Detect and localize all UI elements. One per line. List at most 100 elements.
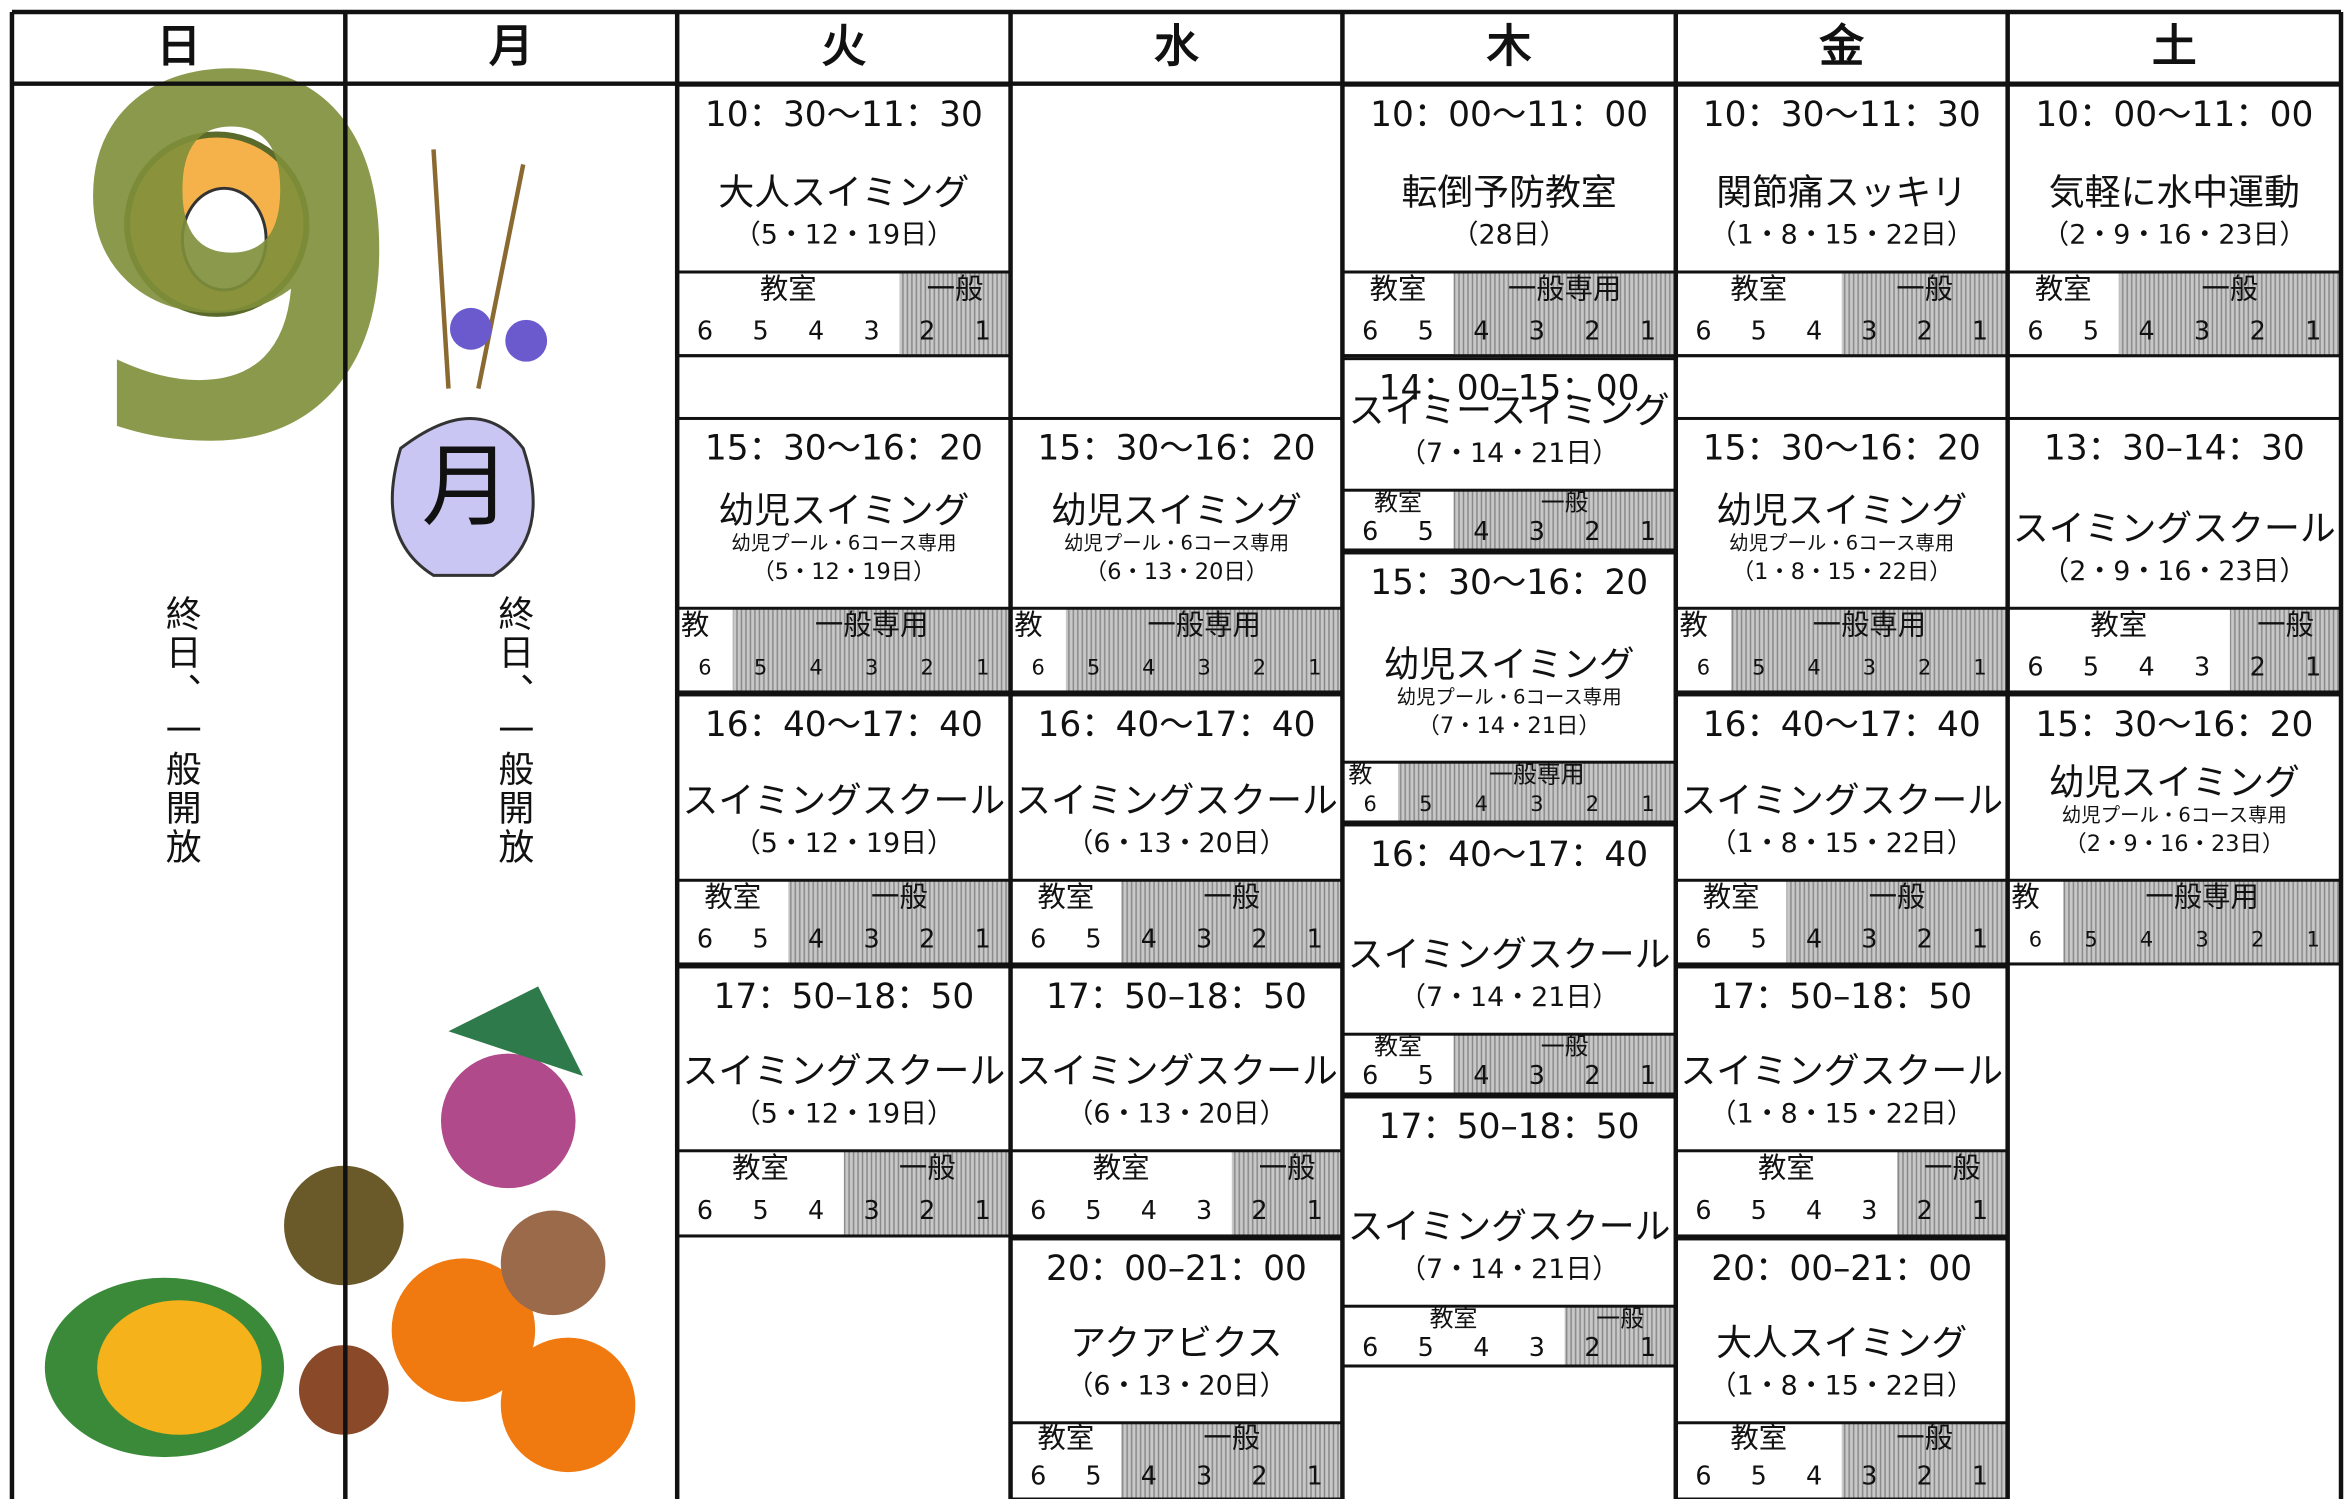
session-title: スイミングスクール (682, 1051, 1005, 1092)
session-dates: （5・12・19日） (752, 559, 935, 585)
lane-shade (1453, 490, 1676, 550)
lane-label: 教室 (1703, 881, 1760, 914)
lane-number: 4 (1142, 656, 1155, 680)
lane-label: 教室 (1037, 1422, 1094, 1455)
lane-number: 3 (1861, 1195, 1877, 1225)
lane-number: 4 (808, 315, 824, 345)
lane-label: 教室 (1730, 272, 1787, 305)
session-title: スイミングスクール (1348, 934, 1671, 975)
lane-number: 3 (1529, 315, 1545, 345)
lane-number: 6 (1364, 792, 1377, 816)
session-subtitle: 幼児プール・6コース専用 (1729, 532, 1954, 555)
lane-label: 一般 (899, 1152, 956, 1185)
lane-number: 4 (1806, 924, 1822, 954)
lane-number: 4 (2138, 315, 2154, 345)
session-time: 16：40～17：40 (705, 705, 983, 745)
lane-number: 5 (1085, 1195, 1101, 1225)
lane-shade (1065, 608, 1343, 692)
lane-number: 2 (1584, 1060, 1600, 1090)
session-dates: （5・12・19日） (734, 220, 954, 251)
session-dates: （5・12・19日） (734, 828, 954, 859)
lane-number: 5 (2083, 652, 2099, 682)
lane-label: 教室 (1093, 1152, 1150, 1185)
lane-number: 2 (2250, 315, 2266, 345)
lane-label: 教 (681, 609, 709, 642)
lane-number: 1 (1640, 1060, 1656, 1090)
month-number: 9 (68, 0, 411, 551)
lane-label: 教室 (732, 1152, 789, 1185)
lane-label: 一般 (2202, 272, 2259, 305)
lane-label: 一般 (2257, 609, 2314, 642)
session-time: 14：00–15：00 (1379, 369, 1640, 409)
lane-number: 6 (1362, 1332, 1378, 1362)
session-dates: （7・14・21日） (1399, 1254, 1619, 1285)
lane-number: 2 (919, 1195, 935, 1225)
lane-number: 5 (752, 315, 768, 345)
lane-label: 一般 (1896, 1422, 1953, 1455)
lane-number: 1 (976, 656, 989, 680)
lane-number: 4 (1806, 1461, 1822, 1491)
session-time: 15：30～16：20 (1703, 428, 1981, 468)
session-time: 10：30～11：30 (705, 95, 983, 135)
session-time: 10：00～11：00 (2035, 95, 2313, 135)
session-dates: （28日） (1452, 220, 1567, 251)
session-time: 17：50–18：50 (1046, 977, 1307, 1017)
lane-number: 3 (2194, 652, 2210, 682)
lane-number: 3 (1196, 1461, 1212, 1491)
lane-number: 1 (2307, 928, 2320, 952)
day-header: 月 (489, 19, 534, 72)
lane-number: 4 (1473, 1332, 1489, 1362)
lane-label: 一般 (1541, 488, 1589, 516)
lane-number: 3 (1529, 516, 1545, 546)
lane-label: 教室 (1370, 272, 1427, 305)
lane-label: 一般専用 (815, 609, 929, 642)
lane-number: 5 (1751, 315, 1767, 345)
session-time: 15：30～16：20 (705, 428, 983, 468)
lane-number: 6 (1030, 1195, 1046, 1225)
session-block (1674, 965, 2010, 1238)
lane-number: 1 (975, 1195, 991, 1225)
lane-label: 教室 (1758, 1152, 1815, 1185)
lane-number: 6 (697, 924, 713, 954)
session-dates: （7・14・21日） (1399, 982, 1619, 1013)
session-dates: （1・8・15・22日） (1732, 559, 1952, 585)
lane-shade (2118, 272, 2342, 356)
lane-shade (899, 272, 1011, 356)
lane-shade (1731, 608, 2008, 692)
lane-number: 6 (1362, 516, 1378, 546)
lane-number: 1 (1972, 315, 1988, 345)
session-dates: （5・12・19日） (734, 1098, 954, 1129)
session-time: 16：40～17：40 (1037, 705, 1315, 745)
lane-number: 3 (1863, 656, 1876, 680)
lane-label: 一般専用 (1508, 272, 1622, 305)
lane-number: 4 (1806, 1195, 1822, 1225)
session-title: 大人スイミング (1716, 1323, 1967, 1364)
lane-shade (1841, 1422, 2008, 1499)
lane-number: 2 (919, 924, 935, 954)
lane-number: 4 (1141, 924, 1157, 954)
lane-label: 教室 (760, 272, 817, 305)
lane-shade (1564, 1306, 1676, 1366)
session-time: 15：30～16：20 (2035, 705, 2313, 745)
lane-number: 2 (1917, 1461, 1933, 1491)
lane-number: 6 (1695, 1461, 1711, 1491)
lane-number: 1 (1640, 516, 1656, 546)
lane-number: 5 (1752, 656, 1765, 680)
lane-number: 1 (1308, 656, 1321, 680)
lane-number: 1 (1641, 792, 1654, 816)
day-note: 終日、一般開放 (160, 594, 202, 866)
lane-number: 2 (2251, 928, 2264, 952)
session-time: 16：40～17：40 (1703, 705, 1981, 745)
lane-number: 3 (1861, 315, 1877, 345)
lane-number: 2 (1917, 1195, 1933, 1225)
lane-shade (1397, 762, 1676, 822)
lane-number: 3 (1197, 656, 1210, 680)
session-subtitle: 幼児プール・6コース専用 (731, 532, 956, 555)
lane-number: 1 (1307, 924, 1323, 954)
lane-number: 2 (1584, 315, 1600, 345)
lane-number: 6 (1697, 656, 1710, 680)
lane-number: 3 (864, 315, 880, 345)
lane-number: 6 (2027, 652, 2043, 682)
lane-number: 1 (1972, 1195, 1988, 1225)
